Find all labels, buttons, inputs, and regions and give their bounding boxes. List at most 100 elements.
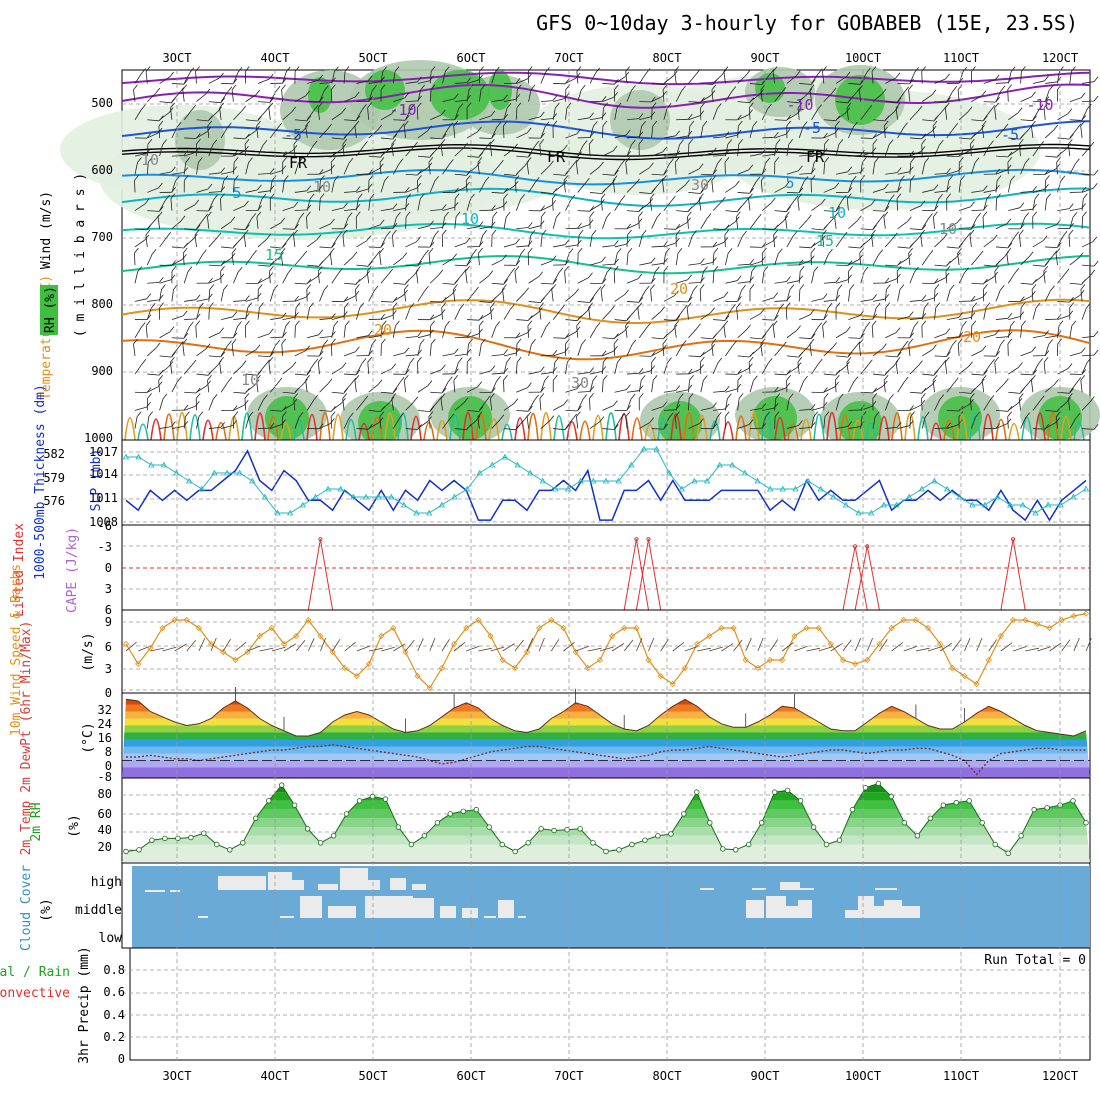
wind-barb-flag [775,138,781,145]
wind-barb [257,355,271,357]
wind-barb-flag [539,393,545,399]
wind-barb [220,289,224,302]
surface-isotherm [631,417,643,441]
wind-barb-flag [381,320,387,327]
wind-barb [134,253,136,266]
wind-barb [626,223,639,230]
wind-barb [245,297,258,302]
wind-barb-flag [882,380,888,387]
wind-barb [590,192,603,194]
wind-barb-flag [585,177,590,184]
wind-barb [871,71,874,84]
wind-barb [282,137,295,140]
wind-barb [830,642,843,652]
wind-barb [897,316,910,320]
wind-barb-flag [134,247,139,254]
wind-barb-flag [952,85,958,92]
wind-barb [688,192,701,194]
wind-barb-flag [419,193,425,200]
wind-barb-flag [735,211,741,218]
profile-ytick: 800 [91,297,113,311]
wind-barb [921,416,926,429]
wind-barb-flag [972,302,978,308]
wind-barb [897,246,910,249]
wind-barb [897,171,910,175]
wind-barb [811,162,815,175]
wind-barb [836,355,849,358]
li-tick: 3 [105,582,112,596]
wind-barb [331,137,344,140]
wind-barb [331,148,342,157]
wind-barb [294,417,300,429]
wind-barb-flag [403,289,408,296]
wind-barb [614,319,627,322]
wind-barb-flag [361,358,367,364]
wind-barb [1057,325,1060,338]
wind-barb-flag [625,320,630,327]
wind-barb-flag [502,254,507,261]
thickness-tick: 579 [43,471,65,485]
wind-barb-flag [600,193,606,199]
wind-barb [860,364,869,375]
wind-barb [171,246,184,249]
wind-barb [794,645,808,652]
wind-barb [221,246,234,249]
surface-isotherm [722,421,734,441]
wind-speed-point [171,616,178,624]
wind-barb-flag [921,320,927,326]
wind-barb-flag [514,266,520,272]
wind-barb-flag [134,175,139,181]
wind-barb-flag [1000,85,1006,91]
wind-barb [769,639,779,652]
wind-barb [221,171,233,175]
wind-barb [995,317,1008,320]
wind-barb [908,343,911,356]
wind-barb-flag [666,102,672,109]
wind-barb-flag [1093,424,1099,430]
wind-barb-flag [478,247,483,254]
wind-barb [368,155,381,158]
wind-barb [479,115,491,121]
wind-barb-flag [1069,133,1074,140]
wind-barb [319,169,331,175]
wind-barb-flag [981,90,987,97]
wind-barb [356,400,365,411]
wind-barb-flag [524,287,530,294]
wind-barb [835,199,843,211]
wind-barb [343,382,353,393]
wind-barb-flag [698,163,704,170]
wind-barb [774,253,779,266]
wind-barb [528,116,541,121]
wind-barb-flag [1072,211,1078,218]
slp-point [261,493,269,500]
wind-barb [380,137,393,140]
run-total: Run Total = 0 [984,953,1086,968]
wind-barb [995,155,1009,158]
wind-barb [1082,428,1095,430]
wind-barb-flag [576,66,582,72]
wind-barb [1082,354,1095,357]
cloud-panel: Cloud Cover (%) high middle low [19,862,1091,951]
wind-barb [343,351,356,357]
wind-barb-flag [1032,186,1037,192]
wind-barb-flag [907,253,913,259]
cloud-block [462,908,478,918]
wind-barb [454,353,467,357]
wind-barb-flag [539,111,545,118]
wind-barb [872,218,881,230]
temp2m-panel: 2m Temp 2m DewPt (6hr Min/Max) (°C) 32 2… [19,621,1091,855]
wind-barb-flag [824,411,830,417]
wind-barb-flag [712,241,718,248]
wind-barb-flag [592,121,598,127]
wind-barb [294,383,304,393]
wind-barb [330,416,333,429]
wind-barb-flag [194,199,200,206]
wind-barb [393,294,404,302]
wind-barb-flag [1079,290,1085,296]
wind-barb-flag [323,339,329,345]
wind-barb-flag [392,302,398,308]
rh-point [810,824,817,830]
wind-barb-flag [530,84,536,91]
wind-barb [626,144,632,157]
wind-barb-flag [931,125,937,132]
